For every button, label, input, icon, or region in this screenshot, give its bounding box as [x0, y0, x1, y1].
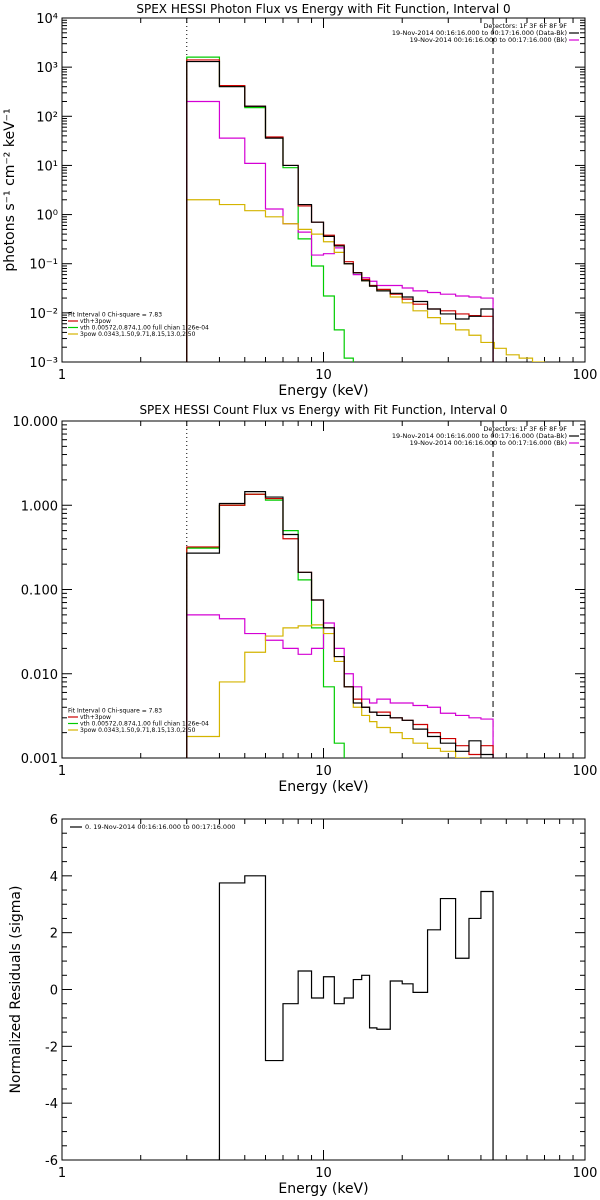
y-axis: -6 -4 -2 0 2 4 6 Normalized Residuals (sigma)	[8, 813, 585, 1169]
legend-bottom-entry: vth 0.00572,0.874,1.00 full chian 1.26e-…	[80, 325, 209, 332]
y-axis: 0.001 0.010 0.100 1.000 10.000	[13, 415, 585, 767]
series-line-0	[186, 56, 354, 362]
legend-top-entry: 19-Nov-2014 00:16:16.000 to 00:17:16.000…	[410, 439, 567, 447]
legend-bottom-entry: vth+3pow	[80, 714, 111, 721]
y-tick-label: 10⁴	[36, 12, 58, 27]
legend-bottom-entry: vth 0.00572,0.874,1.00 full chian 1.26e-…	[80, 721, 209, 728]
y-tick-label: -6	[45, 1154, 58, 1169]
series-line-1	[186, 614, 494, 758]
x-axis-label: Energy (keV)	[278, 1181, 368, 1197]
legend-top-entry: Detectors: 1F 3F 6F 8F 9F	[483, 22, 567, 30]
y-tick-label: 2	[50, 927, 58, 942]
y-axis-label: Normalized Residuals (sigma)	[8, 886, 24, 1094]
y-tick-label: 10.000	[13, 415, 59, 430]
x-axis-label: Energy (keV)	[278, 383, 368, 399]
chart-title: SPEX HESSI Count Flux vs Energy with Fit…	[139, 403, 507, 417]
y-tick-label: 0.001	[21, 752, 58, 767]
y-tick-label: 0.100	[21, 584, 58, 599]
series-group	[186, 56, 546, 362]
chart-panel-2: 1 10 100 Energy (keV) -6 -4 -2 0 2 4 6 Normalized R…	[8, 813, 597, 1197]
series-line-0	[186, 875, 494, 1160]
series-line-4	[186, 60, 494, 362]
y-tick-label: -4	[45, 1097, 58, 1112]
y-tick-label: 1.000	[21, 499, 58, 514]
legend-top: 0. 19-Nov-2014 00:16:16.000 to 00:17:16.…	[70, 823, 235, 831]
legend-bottom: Fit Interval 0 Chi-square = 7.83vth+3pow…	[68, 708, 209, 734]
y-tick-label: 0.010	[21, 668, 58, 683]
y-tick-label: 6	[50, 813, 58, 828]
x-axis-label: Energy (keV)	[278, 779, 368, 795]
y-tick-label: -2	[45, 1040, 58, 1055]
legend-bottom-entry: 3pow 0.0343,1.50,9.71,8.15,13.0,2.50	[80, 331, 196, 338]
series-line-2	[186, 199, 546, 362]
series-line-2	[186, 624, 470, 758]
x-tick-label: 10	[315, 368, 332, 383]
x-tick-label: 1	[58, 368, 66, 383]
legend-bottom-entry: vth+3pow	[80, 318, 111, 325]
y-tick-label: 10¹	[36, 159, 58, 174]
y-tick-label: 10²	[36, 110, 58, 125]
legend-top-entry: 19-Nov-2014 00:16:16.000 to 00:17:16.000…	[392, 29, 567, 37]
x-tick-label: 100	[573, 1166, 598, 1181]
chart-title: SPEX HESSI Photon Flux vs Energy with Fi…	[136, 2, 510, 16]
y-tick-label: 10⁻¹	[29, 258, 58, 273]
y-tick-label: 10⁻²	[29, 307, 58, 322]
legend-bottom-entry: 3pow 0.0343,1.50,9.71,8.15,13.0,2.50	[80, 727, 196, 734]
legend-top-entry: 19-Nov-2014 00:16:16.000 to 00:17:16.000…	[392, 432, 567, 440]
chart-panel-0: SPEX HESSI Photon Flux vs Energy with Fi…	[2, 2, 597, 399]
y-tick-label: 4	[50, 870, 58, 885]
x-tick-label: 100	[573, 764, 598, 779]
plot-frame	[61, 17, 586, 363]
y-tick-label: 0	[50, 984, 58, 999]
legend-top-entry: 19-Nov-2014 00:16:16.000 to 00:17:16.000…	[410, 36, 567, 44]
y-axis: 10⁻³ 10⁻² 10⁻¹ 10⁰ 10¹ 10² 10³ 10⁴ photons s⁻¹ c…	[2, 12, 585, 371]
series-line-3	[186, 493, 494, 758]
y-tick-label: 10⁻³	[29, 356, 58, 371]
series-line-1	[186, 100, 494, 362]
y-tick-label: 10⁰	[36, 209, 58, 224]
legend-bottom-entry: Fit Interval 0 Chi-square = 7.83	[68, 708, 162, 715]
chart-panel-1: SPEX HESSI Count Flux vs Energy with Fit…	[13, 403, 598, 795]
x-tick-label: 10	[315, 764, 332, 779]
series-line-4	[186, 491, 494, 758]
x-axis: 1 10 100 Energy (keV)	[58, 18, 598, 399]
y-tick-label: 10³	[36, 61, 58, 76]
legend-bottom: Fit Interval 0 Chi-square = 7.83vth+3pow…	[68, 312, 209, 338]
x-tick-label: 1	[58, 1166, 66, 1181]
series-group	[186, 875, 494, 1160]
legend-top-entry: Detectors: 1F 3F 6F 8F 9F	[483, 425, 567, 433]
series-group	[186, 491, 494, 758]
x-axis: 1 10 100 Energy (keV)	[58, 819, 598, 1197]
x-tick-label: 100	[573, 368, 598, 383]
x-tick-label: 1	[58, 764, 66, 779]
x-tick-label: 10	[315, 1166, 332, 1181]
x-axis: 1 10 100 Energy (keV)	[58, 421, 598, 795]
legend-bottom-entry: Fit Interval 0 Chi-square = 7.83	[68, 312, 162, 319]
series-line-3	[186, 59, 494, 362]
y-axis-label: photons s⁻¹ cm⁻² keV⁻¹	[2, 108, 18, 271]
legend-top-entry: 0. 19-Nov-2014 00:16:16.000 to 00:17:16.…	[85, 823, 235, 831]
